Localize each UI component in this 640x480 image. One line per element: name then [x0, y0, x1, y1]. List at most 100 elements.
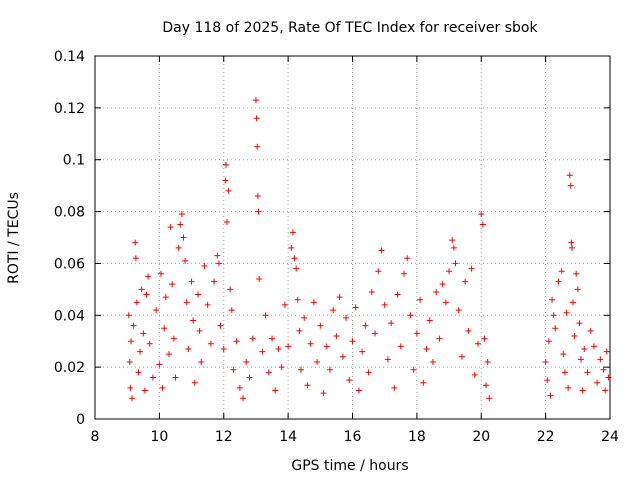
data-point — [558, 268, 565, 275]
data-point — [349, 338, 356, 345]
x-tick-label: 18 — [408, 429, 426, 445]
data-point — [223, 161, 230, 168]
data-point — [368, 288, 375, 295]
data-point — [157, 270, 164, 277]
x-tick-label: 12 — [215, 429, 233, 445]
data-point — [233, 338, 240, 345]
data-point — [481, 335, 488, 342]
data-point — [552, 325, 559, 332]
data-point — [220, 345, 227, 352]
data-point — [560, 351, 567, 358]
data-point — [343, 314, 350, 321]
data-point — [130, 322, 137, 329]
y-tick-label: 0.08 — [54, 205, 85, 221]
data-point — [362, 322, 369, 329]
data-point — [146, 340, 153, 347]
data-point — [330, 307, 337, 314]
data-point — [468, 265, 475, 272]
data-point — [384, 356, 391, 363]
data-point — [555, 278, 562, 285]
data-point — [479, 221, 486, 228]
data-point — [381, 301, 388, 308]
data-point — [336, 294, 343, 301]
data-point — [355, 387, 362, 394]
chart-title: Day 118 of 2025, Rate Of TEC Index for r… — [162, 20, 538, 36]
data-point — [578, 356, 585, 363]
data-point — [149, 374, 156, 381]
data-point — [214, 252, 221, 259]
y-tick-label: 0.12 — [54, 101, 85, 117]
data-point — [483, 382, 490, 389]
data-point — [143, 291, 150, 298]
data-point — [175, 244, 182, 251]
data-point — [222, 177, 229, 184]
data-point — [125, 312, 132, 319]
data-point — [183, 299, 190, 306]
data-point — [561, 369, 568, 376]
data-point — [394, 291, 401, 298]
data-point — [388, 320, 395, 327]
data-point — [365, 369, 372, 376]
data-point — [566, 172, 573, 179]
data-point — [378, 247, 385, 254]
data-point — [298, 366, 304, 373]
data-point — [207, 340, 214, 347]
data-point — [228, 307, 235, 314]
data-point — [471, 371, 478, 378]
data-point — [478, 211, 485, 218]
x-tick-label: 20 — [472, 429, 490, 445]
data-point — [196, 327, 203, 334]
data-point — [296, 327, 303, 334]
data-point — [320, 390, 327, 397]
data-point — [486, 395, 493, 402]
data-point — [190, 317, 197, 324]
data-point — [547, 392, 554, 399]
data-point — [126, 358, 133, 365]
data-point — [359, 348, 366, 355]
data-point — [166, 351, 173, 358]
data-point — [310, 299, 317, 306]
data-point — [265, 369, 272, 376]
data-point — [301, 314, 308, 321]
data-point — [584, 369, 591, 376]
data-point — [185, 345, 192, 352]
data-point — [145, 273, 152, 280]
y-tick-label: 0.14 — [54, 49, 85, 65]
data-point — [269, 335, 276, 342]
data-point — [255, 208, 262, 215]
data-point — [217, 322, 224, 329]
data-point — [410, 366, 417, 373]
data-point — [346, 377, 353, 384]
data-point — [129, 395, 136, 402]
data-point — [230, 366, 237, 373]
data-point — [446, 268, 453, 275]
data-point — [452, 260, 459, 267]
data-point — [565, 384, 572, 391]
data-points — [125, 97, 612, 402]
data-point — [426, 317, 433, 324]
data-point — [262, 312, 269, 319]
data-point — [253, 115, 260, 122]
data-point — [442, 299, 449, 306]
data-point — [289, 229, 296, 236]
data-point — [314, 358, 321, 365]
data-point — [156, 361, 163, 368]
data-point — [375, 268, 382, 275]
data-point — [195, 291, 201, 298]
data-point — [132, 239, 139, 246]
data-point — [293, 265, 300, 272]
data-point — [455, 307, 462, 314]
data-point — [450, 244, 457, 251]
axis-ticks: 8 10 12 14 16 18 20 22 24 0 0.02 0.04 0.06 0.08 0.1 0.1… — [54, 49, 619, 445]
data-point — [291, 255, 298, 262]
data-point — [169, 281, 176, 288]
data-point — [568, 239, 575, 246]
data-point — [278, 364, 285, 371]
data-point — [294, 296, 301, 303]
data-point — [304, 382, 311, 389]
data-point — [417, 296, 424, 303]
data-point — [571, 333, 578, 340]
data-point — [597, 356, 604, 363]
data-point — [141, 387, 148, 394]
